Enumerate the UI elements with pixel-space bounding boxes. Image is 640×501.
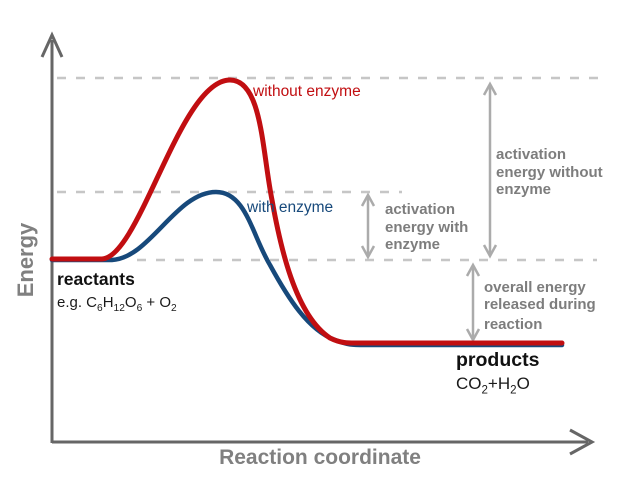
y-axis-label: Energy [13,222,38,298]
annotation-line: energy with [385,218,469,236]
annotation-line: released during [484,296,596,313]
annotation-line: energy without [496,163,603,181]
arrow-down-icon [360,245,376,260]
arrow-up-icon [482,81,498,96]
reactants-label: reactants [57,269,135,289]
annotation-line: enzyme [385,236,441,253]
annotation-line: enzyme [496,181,552,198]
arrow-activation-without-enzyme [482,81,498,259]
annotation-line: reaction [484,316,543,333]
y-axis [40,31,64,443]
arrow-overall-energy-released [465,262,481,343]
products-label: products [456,349,540,371]
annotation-activation-without-enzyme: activation energy without enzyme [496,146,603,199]
arrow-down-icon [482,244,498,259]
x-axis-label: Reaction coordinate [219,446,421,469]
annotation-line: overall energy [484,279,586,296]
x-axis [52,428,596,456]
curve-label-with-enzyme: with enzyme [247,199,334,216]
arrow-down-icon [465,328,481,343]
annotation-line: activation [496,146,567,163]
annotation-activation-with-enzyme: activation energy with enzyme [385,201,468,254]
reactants-formula: e.g. C6H12O6 + O2 [57,294,177,314]
arrow-activation-with-enzyme [360,192,376,260]
curve-without-enzyme [49,77,565,346]
annotation-line: activation [385,201,456,218]
arrow-up-icon [465,262,481,277]
curve-label-without-enzyme: without enzyme [253,83,361,100]
x-axis-arrow-icon [569,428,596,456]
y-axis-arrow-icon [40,31,64,58]
products-formula: CO2+H2O [456,374,530,397]
annotation-overall-energy-released: overall energy released during reaction [484,279,596,333]
arrow-up-icon [360,192,376,207]
